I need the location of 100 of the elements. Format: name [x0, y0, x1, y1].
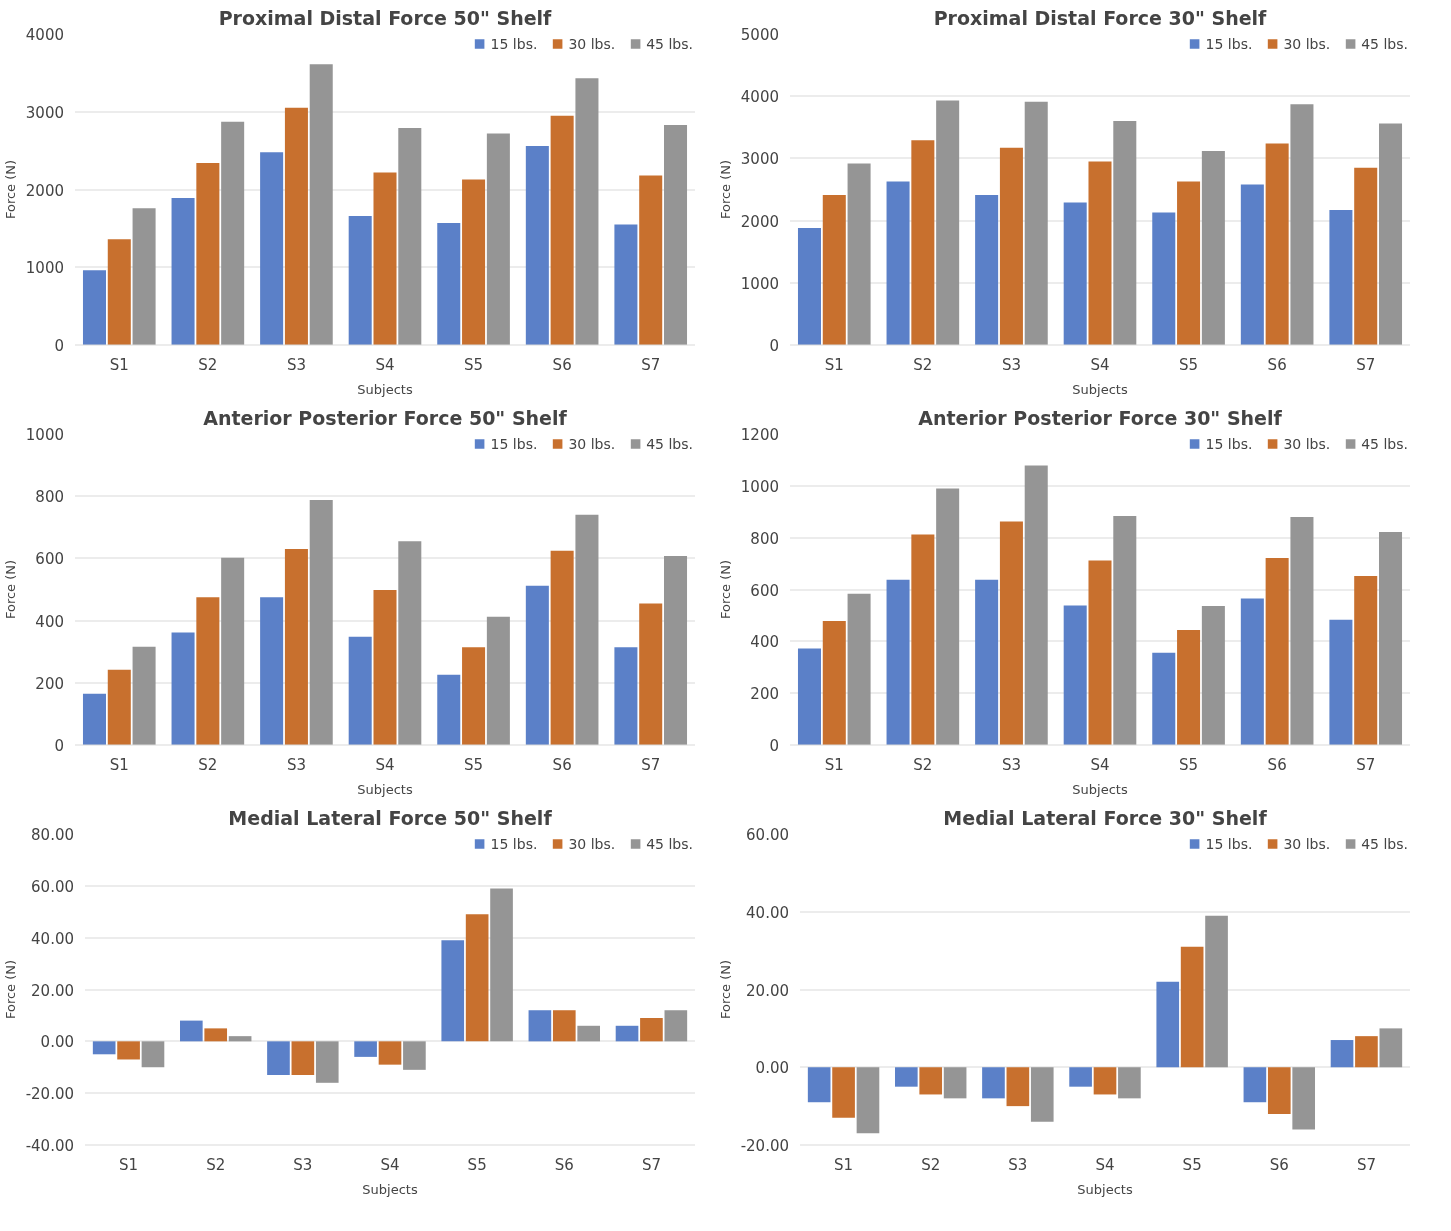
bar — [284, 549, 308, 745]
y-tick-label: 3000 — [25, 103, 65, 122]
bar — [847, 163, 871, 345]
x-tick-label: S6 — [1267, 356, 1287, 374]
bar — [1267, 1067, 1291, 1114]
y-tick-label: 2000 — [740, 212, 780, 231]
bar — [1156, 981, 1180, 1068]
bar — [1152, 212, 1176, 345]
y-axis-title: Force (N) — [2, 959, 18, 1020]
legend-label: 15 lbs. — [1205, 436, 1253, 452]
y-tick-label: 0 — [769, 737, 779, 755]
bar — [640, 1018, 663, 1042]
bar — [1265, 143, 1289, 345]
bar — [132, 208, 156, 345]
bar — [1355, 1036, 1378, 1068]
bar — [1201, 606, 1225, 745]
y-tick-label: 1200 — [740, 426, 780, 444]
bar — [228, 1036, 252, 1042]
y-tick-label: 0 — [769, 337, 779, 355]
x-axis-title: Subjects — [362, 1182, 418, 1197]
legend-label: 45 lbs. — [646, 436, 693, 452]
bar — [1118, 1067, 1141, 1099]
y-axis-title: Force (N) — [2, 559, 18, 620]
bar — [614, 224, 638, 345]
x-tick-label: S2 — [913, 756, 933, 774]
bar — [221, 557, 245, 745]
x-tick-label: S7 — [1356, 756, 1376, 774]
bar — [179, 1020, 203, 1042]
x-tick-label: S3 — [293, 1156, 313, 1174]
y-tick-label: 2000 — [25, 181, 65, 200]
y-tick-label: 20.00 — [746, 981, 790, 1000]
bar — [221, 121, 245, 345]
legend-label: 45 lbs. — [646, 836, 693, 852]
x-tick-label: S1 — [119, 1156, 139, 1174]
bar — [267, 1041, 290, 1076]
legend-label: 45 lbs. — [646, 36, 693, 52]
bar — [309, 499, 333, 745]
bar — [132, 646, 156, 745]
bar — [196, 597, 220, 745]
x-tick-label: S5 — [464, 356, 484, 374]
bar — [822, 195, 846, 345]
y-tick-label: 80.00 — [31, 826, 75, 844]
x-tick-label: S5 — [467, 1156, 487, 1174]
bar — [911, 534, 935, 745]
bar — [856, 1067, 880, 1134]
y-tick-label: 400 — [35, 612, 65, 631]
bar — [936, 100, 960, 345]
bar — [1243, 1067, 1267, 1103]
chart-title: Medial Lateral Force 30" Shelf — [943, 807, 1268, 829]
y-axis-title: Force (N) — [717, 559, 733, 620]
bar — [291, 1041, 315, 1076]
x-axis-title: Subjects — [1072, 382, 1128, 397]
bar — [1030, 1067, 1054, 1122]
bar — [1113, 515, 1137, 745]
y-tick-label: 200 — [35, 674, 65, 693]
bar — [1024, 465, 1048, 745]
bar — [373, 172, 397, 345]
y-tick-label: 0.00 — [755, 1059, 790, 1078]
legend-label: 45 lbs. — [1361, 36, 1408, 52]
bar — [1063, 605, 1087, 745]
legend-label: 30 lbs. — [1283, 36, 1331, 52]
legend-label: 45 lbs. — [1361, 836, 1408, 852]
chart-title: Proximal Distal Force 50" Shelf — [218, 7, 553, 29]
x-tick-label: S7 — [641, 756, 661, 774]
x-tick-label: S5 — [1179, 756, 1199, 774]
bar — [82, 693, 106, 745]
bar — [577, 1025, 601, 1042]
bar — [847, 593, 871, 745]
bar — [260, 152, 284, 345]
y-tick-label: 60.00 — [31, 877, 75, 896]
chart-title: Medial Lateral Force 50" Shelf — [228, 807, 553, 829]
bar — [141, 1041, 165, 1068]
y-tick-label: 4000 — [25, 26, 65, 44]
bar — [639, 175, 663, 345]
bar — [1088, 560, 1112, 745]
x-tick-label: S6 — [1267, 756, 1287, 774]
bar — [797, 648, 821, 745]
bar — [807, 1067, 831, 1103]
x-tick-label: S4 — [1095, 1156, 1115, 1174]
bar — [528, 1010, 552, 1042]
x-tick-label: S3 — [286, 356, 306, 374]
y-axis-title: Force (N) — [2, 159, 18, 220]
bar — [1201, 150, 1225, 345]
y-axis-title: Force (N) — [717, 959, 733, 1020]
bar — [309, 64, 333, 345]
y-tick-label: 1000 — [740, 477, 780, 496]
x-tick-label: S3 — [286, 756, 306, 774]
bar — [1205, 915, 1228, 1068]
bar — [1180, 946, 1204, 1068]
bar — [1329, 619, 1353, 745]
legend-label: 30 lbs. — [568, 836, 616, 852]
x-tick-label: S3 — [1001, 756, 1021, 774]
bar — [373, 590, 397, 745]
bar — [664, 124, 688, 345]
bar — [1152, 652, 1176, 745]
x-tick-label: S2 — [206, 1156, 226, 1174]
bar — [664, 555, 688, 745]
x-tick-label: S3 — [1008, 1156, 1028, 1174]
bar — [462, 647, 486, 745]
x-tick-label: S1 — [834, 1156, 854, 1174]
